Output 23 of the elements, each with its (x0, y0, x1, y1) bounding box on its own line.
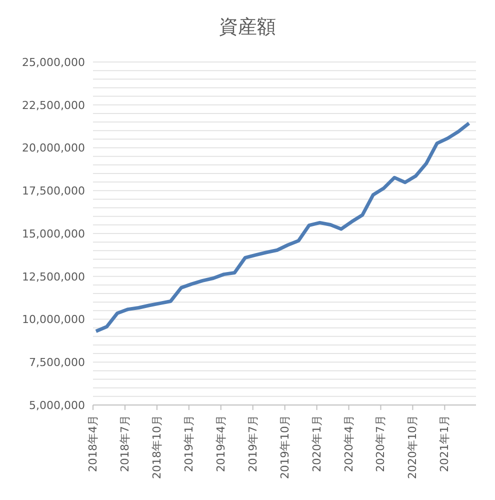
y-tick-label: 17,500,000 (22, 184, 85, 198)
x-tick-label: 2020年10月 (406, 415, 420, 479)
y-tick-label: 5,000,000 (29, 398, 85, 412)
x-tick-label: 2019年7月 (246, 415, 260, 472)
x-tick-label: 2018年10月 (150, 415, 164, 479)
x-tick-label: 2021年1月 (438, 415, 452, 472)
x-tick-label: 2018年4月 (86, 415, 100, 472)
y-tick-label: 15,000,000 (22, 227, 85, 240)
y-tick-label: 7,500,000 (29, 356, 85, 370)
x-tick-label: 2020年1月 (310, 415, 324, 472)
chart-title: 資産額 (218, 15, 277, 40)
x-tick-label: 2018年7月 (118, 415, 132, 472)
x-tick-label: 2020年4月 (342, 415, 356, 472)
y-tick-label: 20,000,000 (22, 142, 85, 155)
x-tick-label: 2019年1月 (182, 415, 196, 472)
y-tick-label: 10,000,000 (22, 313, 85, 326)
line-series (94, 121, 471, 334)
x-tick-label: 2019年4月 (214, 415, 228, 472)
x-tick-label: 2019年10月 (278, 415, 292, 479)
y-tick-label: 22,500,000 (22, 98, 85, 112)
x-tick-label: 2020年7月 (374, 415, 388, 472)
y-tick-label: 25,000,000 (22, 56, 85, 69)
y-tick-label: 12,500,000 (22, 270, 85, 284)
